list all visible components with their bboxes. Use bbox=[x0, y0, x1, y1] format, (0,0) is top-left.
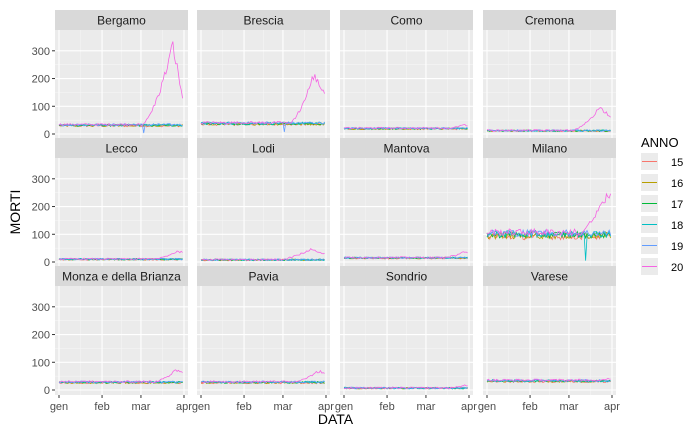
y-tick-label: 300 bbox=[32, 46, 50, 58]
facet-title: Varese bbox=[531, 270, 568, 284]
facet-strip bbox=[55, 266, 188, 286]
series-line-20 bbox=[343, 123, 468, 130]
y-tick-label: 300 bbox=[32, 302, 50, 314]
x-tick-label: gen bbox=[335, 401, 353, 413]
x-tick-label: feb bbox=[379, 401, 394, 413]
series-line-20 bbox=[58, 41, 183, 127]
facet-panel: Cremona bbox=[483, 10, 616, 139]
y-tick-label: 200 bbox=[32, 74, 50, 86]
series-line-20 bbox=[201, 248, 325, 261]
legend-label: 15 bbox=[671, 157, 683, 169]
series-line-20 bbox=[486, 107, 611, 132]
facet-title: Lodi bbox=[252, 142, 275, 156]
facet-strip bbox=[483, 10, 616, 30]
series-line-20 bbox=[486, 192, 611, 238]
y-tick-label: 200 bbox=[32, 202, 50, 214]
x-axis-title: DATA bbox=[318, 411, 354, 427]
x-tick-label: feb bbox=[94, 401, 109, 413]
facet-strip bbox=[197, 10, 330, 30]
facet-strip bbox=[483, 266, 616, 286]
facet-title: Brescia bbox=[243, 14, 283, 28]
facet-strip bbox=[340, 10, 473, 30]
series-line-18 bbox=[486, 229, 611, 261]
facet-strip bbox=[55, 138, 188, 158]
legend-label: 16 bbox=[671, 178, 683, 190]
x-tick-label: gen bbox=[478, 401, 496, 413]
facet-panel: Milano bbox=[483, 138, 616, 267]
facet-panel: Lodi bbox=[197, 138, 330, 267]
facet-strip bbox=[197, 266, 330, 286]
y-tick-label: 100 bbox=[32, 229, 50, 241]
y-tick-label: 0 bbox=[44, 129, 50, 141]
facet-panel: Pavia gen feb mar apr bbox=[192, 266, 334, 413]
facet-title: Cremona bbox=[525, 14, 575, 28]
facet-panel: Mantova bbox=[340, 138, 473, 267]
facet-title: Pavia bbox=[248, 270, 278, 284]
legend-label: 19 bbox=[671, 241, 683, 253]
facet-title: Bergamo bbox=[97, 14, 146, 28]
legend-label: 17 bbox=[671, 199, 683, 211]
series-line-20 bbox=[343, 384, 468, 390]
legend-title: ANNO bbox=[641, 135, 679, 150]
facet-title: Sondrio bbox=[386, 270, 428, 284]
y-tick-label: 100 bbox=[32, 357, 50, 369]
facet-panel: Varese gen feb mar apr bbox=[478, 266, 620, 413]
x-tick-label: apr bbox=[176, 401, 192, 413]
x-tick-label: mar bbox=[559, 401, 578, 413]
facet-title: Milano bbox=[532, 142, 568, 156]
series-line-19 bbox=[200, 121, 325, 132]
y-tick-label: 100 bbox=[32, 101, 50, 113]
facet-panel: Monza e della Brianza 0 100 200 300 gen feb mar… bbox=[32, 266, 192, 413]
x-tick-label: gen bbox=[50, 401, 68, 413]
facet-strip bbox=[483, 138, 616, 158]
x-tick-label: mar bbox=[273, 401, 292, 413]
facet-title: Monza e della Brianza bbox=[62, 270, 181, 284]
facet-panel: Brescia bbox=[197, 10, 330, 139]
legend-label: 20 bbox=[671, 262, 683, 274]
facet-title: Mantova bbox=[383, 142, 429, 156]
series-line-20 bbox=[201, 369, 325, 384]
y-tick-label: 0 bbox=[44, 385, 50, 397]
x-tick-label: gen bbox=[192, 401, 210, 413]
series-line-19 bbox=[200, 258, 325, 261]
series-line-20 bbox=[343, 251, 468, 260]
series-line-20 bbox=[200, 74, 325, 125]
series-line-20 bbox=[58, 250, 183, 261]
series-line-20 bbox=[486, 377, 611, 382]
y-tick-label: 300 bbox=[32, 174, 50, 186]
x-tick-label: apr bbox=[461, 401, 477, 413]
x-tick-label: apr bbox=[318, 401, 334, 413]
y-tick-label: 200 bbox=[32, 330, 50, 342]
facet-panel: Lecco 0 100 200 300 bbox=[32, 138, 188, 269]
facet-title: Como bbox=[390, 14, 422, 28]
y-tick-label: 0 bbox=[44, 257, 50, 269]
legend-label: 18 bbox=[671, 220, 683, 232]
legend: ANNO 15 16 17 18 19 20 bbox=[641, 135, 683, 275]
facet-strip bbox=[340, 138, 473, 158]
facet-panel: Sondrio gen feb mar apr bbox=[335, 266, 477, 413]
facet-panel: Como bbox=[340, 10, 473, 139]
x-tick-label: apr bbox=[604, 401, 620, 413]
x-tick-label: feb bbox=[236, 401, 251, 413]
y-axis-title: MORTI bbox=[7, 190, 23, 235]
x-tick-label: mar bbox=[131, 401, 150, 413]
facet-title: Lecco bbox=[105, 142, 137, 156]
x-tick-label: feb bbox=[522, 401, 537, 413]
x-tick-label: mar bbox=[416, 401, 435, 413]
facet-strip bbox=[55, 10, 188, 30]
series-line-20 bbox=[58, 369, 183, 384]
facet-strip bbox=[197, 138, 330, 158]
facet-strip bbox=[340, 266, 473, 286]
facet-panel: Bergamo 0 100 200 300 bbox=[32, 10, 188, 141]
